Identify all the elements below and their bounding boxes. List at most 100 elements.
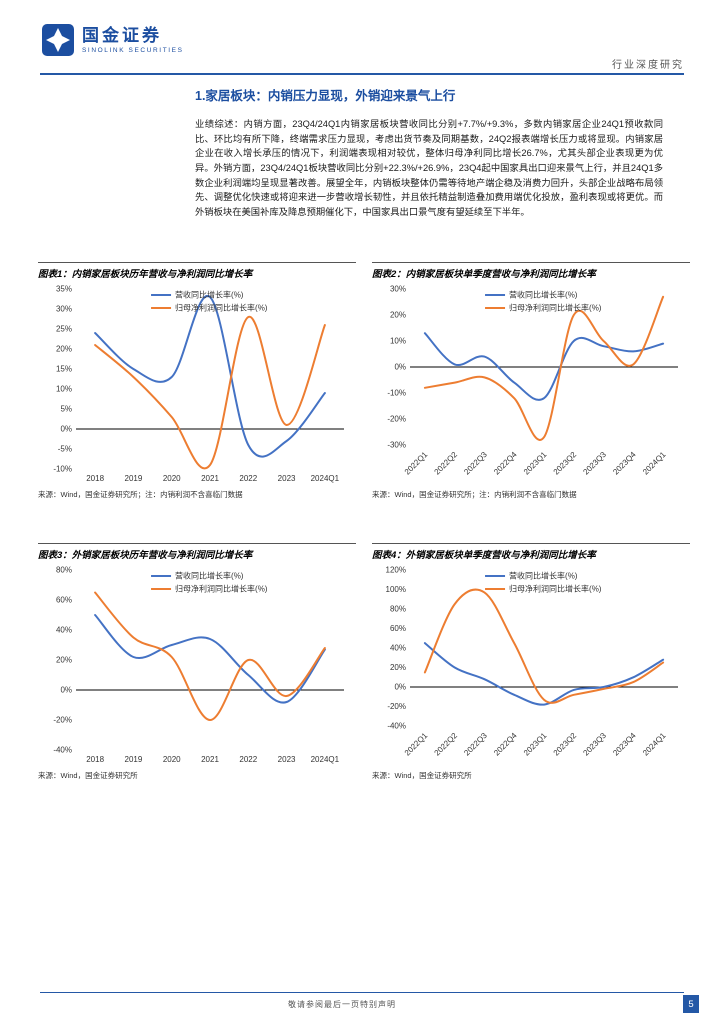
header-divider: [40, 73, 684, 75]
svg-text:2024Q1: 2024Q1: [641, 450, 668, 477]
y-axis-labels: -30% -20% -10% 0% 10% 20% 30%: [387, 285, 406, 450]
svg-text:0%: 0%: [394, 683, 406, 692]
svg-text:-20%: -20%: [387, 415, 406, 424]
series-line-0: [94, 295, 326, 458]
svg-text:2022Q4: 2022Q4: [492, 731, 519, 758]
svg-text:2018: 2018: [86, 474, 104, 483]
svg-text:5%: 5%: [60, 405, 72, 414]
svg-text:2022Q4: 2022Q4: [492, 450, 519, 477]
svg-text:-5%: -5%: [58, 445, 72, 454]
svg-text:2022: 2022: [239, 474, 257, 483]
svg-text:30%: 30%: [56, 305, 72, 314]
series-line-0: [423, 642, 665, 706]
svg-text:20%: 20%: [390, 311, 406, 320]
figure-2-source: 来源：Wind，国金证券研究所；注：内销利润不含喜临门数据: [372, 490, 577, 499]
y-axis-labels: -40% -20% 0% 20% 40% 60% 80% 100% 120%: [386, 566, 406, 731]
svg-text:2023Q2: 2023Q2: [552, 731, 579, 758]
svg-text:35%: 35%: [56, 285, 72, 294]
legend: 营收同比增长率(%) 归母净利润同比增长率(%): [485, 290, 602, 313]
figure-1-title: 图表1：内销家居板块历年营收与净利润同比增长率: [38, 269, 253, 280]
x-axis-labels: 2022Q1 2022Q2 2022Q3 2022Q4 2023Q1 2023Q2 2023…: [403, 450, 668, 477]
series-line-1: [94, 591, 326, 722]
svg-text:2023: 2023: [278, 474, 296, 483]
svg-text:2024Q1: 2024Q1: [311, 755, 340, 764]
svg-text:2024Q1: 2024Q1: [641, 731, 668, 758]
body-paragraph: 业绩综述：内销方面，23Q4/24Q1内销家居板块营收同比分别+7.7%/+9.…: [195, 119, 663, 218]
svg-text:归母净利润同比增长率(%): 归母净利润同比增长率(%): [175, 584, 268, 594]
y-axis-labels: -40% -20% 0% 20% 40% 60% 80%: [53, 566, 72, 755]
series-line-1: [423, 295, 665, 441]
svg-text:10%: 10%: [56, 385, 72, 394]
svg-text:2022Q2: 2022Q2: [433, 731, 460, 758]
footer-disclaimer: 敬请参阅最后一页特别声明: [288, 1000, 396, 1009]
svg-text:60%: 60%: [390, 624, 406, 633]
brand-text: 国金证券 SINOLINK SECURITIES: [82, 27, 184, 54]
svg-text:营收同比增长率(%): 营收同比增长率(%): [509, 290, 578, 300]
svg-text:2023Q1: 2023Q1: [522, 731, 549, 758]
svg-text:归母净利润同比增长率(%): 归母净利润同比增长率(%): [509, 303, 602, 313]
svg-text:80%: 80%: [390, 605, 406, 614]
svg-text:-40%: -40%: [387, 722, 406, 731]
svg-text:-20%: -20%: [53, 716, 72, 725]
legend: 营收同比增长率(%) 归母净利润同比增长率(%): [151, 571, 268, 594]
svg-text:0%: 0%: [60, 425, 72, 434]
y-axis-labels: -10% -5% 0% 5% 10% 15% 20% 25% 30% 35%: [53, 285, 72, 474]
svg-text:80%: 80%: [56, 566, 72, 575]
svg-text:归母净利润同比增长率(%): 归母净利润同比增长率(%): [175, 303, 268, 313]
svg-text:2022Q1: 2022Q1: [403, 731, 430, 758]
figure-3-source: 来源：Wind，国金证券研究所: [38, 771, 138, 780]
svg-text:0%: 0%: [394, 363, 406, 372]
svg-text:2024Q1: 2024Q1: [311, 474, 340, 483]
svg-text:营收同比增长率(%): 营收同比增长率(%): [509, 571, 578, 581]
brand-subtitle: SINOLINK SECURITIES: [82, 46, 184, 54]
figure-3: 图表3：外销家居板块历年营收与净利润同比增长率 -40% -20% 0% 20% 40%…: [38, 543, 356, 781]
brand-name: 国金证券: [82, 25, 162, 45]
svg-text:2019: 2019: [125, 755, 143, 764]
footer-divider: [40, 992, 684, 993]
svg-text:2023Q3: 2023Q3: [581, 450, 608, 477]
svg-text:2022Q3: 2022Q3: [462, 731, 489, 758]
figure-4-source: 来源：Wind，国金证券研究所: [372, 771, 472, 780]
figure-4-chart: -40%-20%0%20%40%60%80%100%120%2022Q1 2022…: [386, 566, 678, 758]
svg-text:2021: 2021: [201, 474, 219, 483]
series-line-1: [94, 315, 326, 470]
svg-text:10%: 10%: [390, 337, 406, 346]
figure-2-chart: -30%-20%-10%0%10%20%30%2022Q1 2022Q2 2022Q…: [387, 285, 678, 477]
x-axis-labels: 2022Q1 2022Q2 2022Q3 2022Q4 2023Q1 2023Q2 2023…: [403, 731, 668, 758]
svg-text:2023Q4: 2023Q4: [611, 450, 638, 477]
svg-text:20%: 20%: [56, 656, 72, 665]
svg-text:20%: 20%: [56, 345, 72, 354]
svg-text:营收同比增长率(%): 营收同比增长率(%): [175, 571, 244, 581]
svg-text:-40%: -40%: [53, 746, 72, 755]
svg-text:20%: 20%: [390, 663, 406, 672]
x-axis-labels: 2018 2019 2020 2021 2022 2023 2024Q1: [86, 474, 339, 483]
svg-text:2023: 2023: [278, 755, 296, 764]
svg-text:120%: 120%: [386, 566, 406, 575]
svg-text:2020: 2020: [163, 474, 181, 483]
series-line-1: [423, 588, 665, 704]
svg-text:2022Q2: 2022Q2: [433, 450, 460, 477]
svg-text:25%: 25%: [56, 325, 72, 334]
svg-text:100%: 100%: [386, 585, 406, 594]
figure-2: 图表2：内销家居板块单季度营收与净利润同比增长率 -30% -20% -10% 0% 1…: [372, 262, 690, 500]
svg-text:2022: 2022: [239, 755, 257, 764]
svg-text:归母净利润同比增长率(%): 归母净利润同比增长率(%): [509, 584, 602, 594]
figure-1: 图表1：内销家居板块历年营收与净利润同比增长率 -10% -5% 0% 5% 10% 15…: [38, 262, 356, 500]
svg-text:-10%: -10%: [387, 389, 406, 398]
svg-text:60%: 60%: [56, 596, 72, 605]
svg-text:0%: 0%: [60, 686, 72, 695]
legend: 营收同比增长率(%) 归母净利润同比增长率(%): [485, 571, 602, 594]
figure-3-title: 图表3：外销家居板块历年营收与净利润同比增长率: [38, 550, 253, 561]
svg-text:2021: 2021: [201, 755, 219, 764]
sinolink-logo-icon: [42, 24, 74, 56]
svg-text:2023Q2: 2023Q2: [552, 450, 579, 477]
svg-text:2023Q1: 2023Q1: [522, 450, 549, 477]
figure-1-chart: -10% -5% 0% 5% 10% 15% 20% 25% 30% 35% 2018 2019 202…: [53, 285, 344, 483]
legend: 营收同比增长率(%) 归母净利润同比增长率(%): [151, 290, 268, 313]
svg-text:2022Q1: 2022Q1: [403, 450, 430, 477]
figure-2-title: 图表2：内销家居板块单季度营收与净利润同比增长率: [372, 269, 596, 280]
svg-text:40%: 40%: [390, 644, 406, 653]
svg-text:40%: 40%: [56, 626, 72, 635]
report-type-label: 行业深度研究: [612, 60, 684, 71]
figure-1-source: 来源：Wind，国金证券研究所；注：内销利润不含喜临门数据: [38, 490, 243, 499]
